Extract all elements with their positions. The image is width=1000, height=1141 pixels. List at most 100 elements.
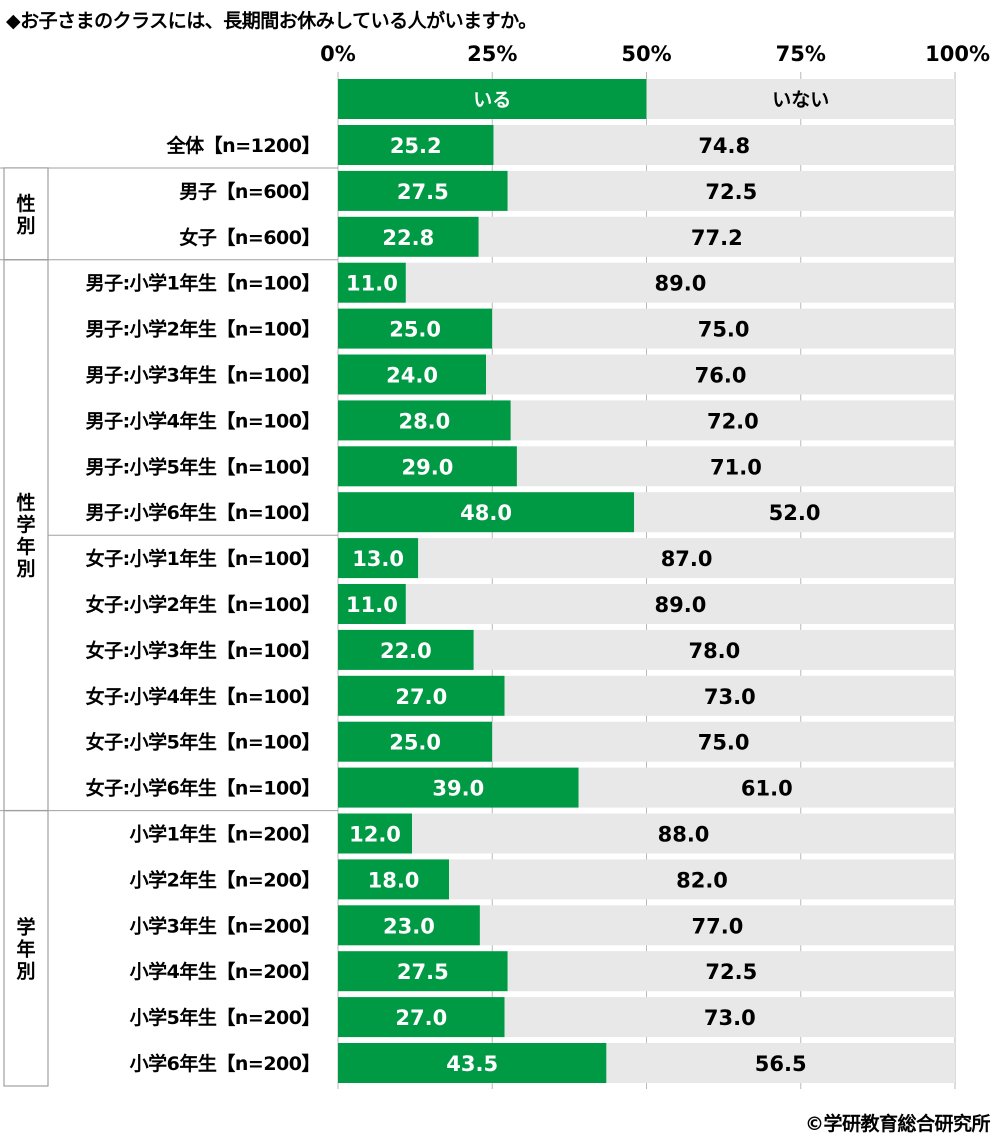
bar-no bbox=[493, 125, 955, 165]
data-label-yes: 12.0 bbox=[349, 823, 401, 847]
bar-no bbox=[504, 675, 955, 716]
row-label: 小学3年生【n=200】 bbox=[130, 914, 320, 937]
x-tick-label: 0% bbox=[320, 42, 356, 66]
bar-no bbox=[578, 767, 955, 808]
row-label: 女子:小学3年生【n=100】 bbox=[86, 639, 320, 662]
data-label-no: 76.0 bbox=[695, 364, 747, 388]
row-label: 女子:小学5年生【n=100】 bbox=[86, 731, 320, 754]
bar-no bbox=[479, 905, 955, 946]
bar-yes bbox=[338, 262, 406, 303]
bar-no bbox=[449, 859, 955, 900]
data-label-yes: 29.0 bbox=[402, 455, 454, 479]
data-label-no: 77.2 bbox=[691, 226, 743, 250]
group-label-char: 年 bbox=[16, 535, 35, 558]
row-labels: 全体【n=1200】男子【n=600】女子【n=600】男子:小学1年生【n=1… bbox=[86, 134, 321, 1075]
group-label-char: 学 bbox=[16, 513, 35, 536]
legend-label-no: いない bbox=[772, 89, 829, 111]
data-label-yes: 25.0 bbox=[389, 731, 441, 755]
bar-no bbox=[606, 1043, 955, 1083]
data-label-yes: 39.0 bbox=[432, 777, 484, 801]
data-label-no: 78.0 bbox=[688, 639, 740, 663]
data-label-no: 73.0 bbox=[704, 1006, 756, 1030]
data-label-no: 72.0 bbox=[707, 409, 759, 433]
x-tick-label: 50% bbox=[621, 42, 671, 66]
data-label-yes: 27.0 bbox=[395, 685, 447, 709]
data-label-yes: 11.0 bbox=[346, 272, 398, 296]
bar-yes bbox=[338, 308, 493, 349]
bar-yes bbox=[338, 951, 508, 992]
row-label: 小学6年生【n=200】 bbox=[130, 1052, 320, 1075]
bar-yes bbox=[338, 538, 419, 579]
row-label: 男子:小学6年生【n=100】 bbox=[86, 501, 320, 524]
row-separators bbox=[0, 167, 338, 812]
row-label: 男子【n=600】 bbox=[179, 180, 320, 203]
bar-no bbox=[412, 813, 955, 854]
bar-yes bbox=[338, 216, 479, 257]
data-label-yes: 22.0 bbox=[380, 639, 432, 663]
bar-no bbox=[504, 997, 955, 1038]
data-label-yes: 25.2 bbox=[390, 134, 442, 158]
legend-swatch-no bbox=[646, 79, 955, 119]
group-label-char: 性 bbox=[16, 192, 35, 215]
x-tick-label: 25% bbox=[467, 42, 517, 66]
data-label-no: 56.5 bbox=[755, 1052, 807, 1076]
bar-yes bbox=[338, 997, 505, 1038]
bar-yes bbox=[338, 721, 493, 762]
group-label-char: 学 bbox=[16, 915, 35, 938]
bar-no bbox=[405, 262, 955, 303]
legend-label-yes: いる bbox=[473, 89, 511, 111]
data-label-yes: 22.8 bbox=[382, 226, 434, 250]
bar-yes bbox=[338, 859, 450, 900]
data-label-no: 77.0 bbox=[692, 914, 744, 938]
data-label-no: 73.0 bbox=[704, 685, 756, 709]
data-label-yes: 13.0 bbox=[352, 547, 404, 571]
bar-no bbox=[486, 354, 955, 395]
bar-yes bbox=[338, 354, 487, 395]
bar-yes bbox=[338, 400, 511, 441]
data-label-yes: 18.0 bbox=[368, 868, 420, 892]
data-label-no: 89.0 bbox=[655, 593, 707, 617]
bar-yes bbox=[338, 675, 505, 716]
bar-yes bbox=[338, 905, 480, 946]
data-label-no: 52.0 bbox=[769, 501, 821, 525]
x-tick-label: 100% bbox=[925, 42, 990, 66]
data-label-yes: 43.5 bbox=[446, 1052, 498, 1076]
x-axis-ticks: 0% 25% 50% 75% 100% bbox=[320, 42, 990, 66]
data-label-yes: 28.0 bbox=[398, 409, 450, 433]
bar-yes bbox=[338, 492, 635, 533]
legend: いる いない bbox=[338, 79, 955, 119]
data-label-no: 75.0 bbox=[698, 731, 750, 755]
legend-swatch-yes bbox=[338, 79, 647, 119]
data-label-yes: 23.0 bbox=[383, 914, 435, 938]
row-label: 小学1年生【n=200】 bbox=[130, 823, 320, 846]
bar-yes bbox=[338, 629, 474, 670]
data-label-no: 82.0 bbox=[676, 868, 728, 892]
row-label: 男子:小学4年生【n=100】 bbox=[86, 409, 320, 432]
bar-yes bbox=[338, 1043, 607, 1083]
bar-no bbox=[418, 538, 956, 579]
bars: 25.2 74.8 27.5 72.5 22.8 77.2 11.0 89.0 25.0 75.0… bbox=[338, 125, 956, 1083]
data-label-yes: 27.5 bbox=[397, 180, 449, 204]
bar-yes bbox=[338, 813, 413, 854]
bar-yes bbox=[338, 767, 579, 808]
data-label-yes: 48.0 bbox=[460, 501, 512, 525]
data-label-yes: 11.0 bbox=[346, 593, 398, 617]
row-label: 男子:小学5年生【n=100】 bbox=[86, 455, 320, 478]
group-label-char: 別 bbox=[16, 558, 35, 580]
row-label: 女子:小学1年生【n=100】 bbox=[86, 547, 320, 570]
data-label-yes: 27.5 bbox=[397, 960, 449, 984]
row-label: 女子:小学4年生【n=100】 bbox=[86, 685, 320, 708]
data-label-no: 74.8 bbox=[698, 134, 750, 158]
row-label: 女子:小学2年生【n=100】 bbox=[86, 593, 320, 616]
group-label-char: 別 bbox=[16, 215, 35, 237]
row-label: 男子:小学3年生【n=100】 bbox=[86, 364, 320, 387]
data-label-no: 89.0 bbox=[655, 272, 707, 296]
data-label-yes: 24.0 bbox=[386, 364, 438, 388]
bar-yes bbox=[338, 170, 508, 211]
row-label: 全体【n=1200】 bbox=[166, 134, 320, 157]
bar-no bbox=[473, 629, 955, 670]
bar-no bbox=[492, 721, 955, 762]
bar-no bbox=[634, 492, 955, 533]
row-label: 小学5年生【n=200】 bbox=[130, 1006, 320, 1029]
row-label: 男子:小学1年生【n=100】 bbox=[86, 272, 320, 295]
